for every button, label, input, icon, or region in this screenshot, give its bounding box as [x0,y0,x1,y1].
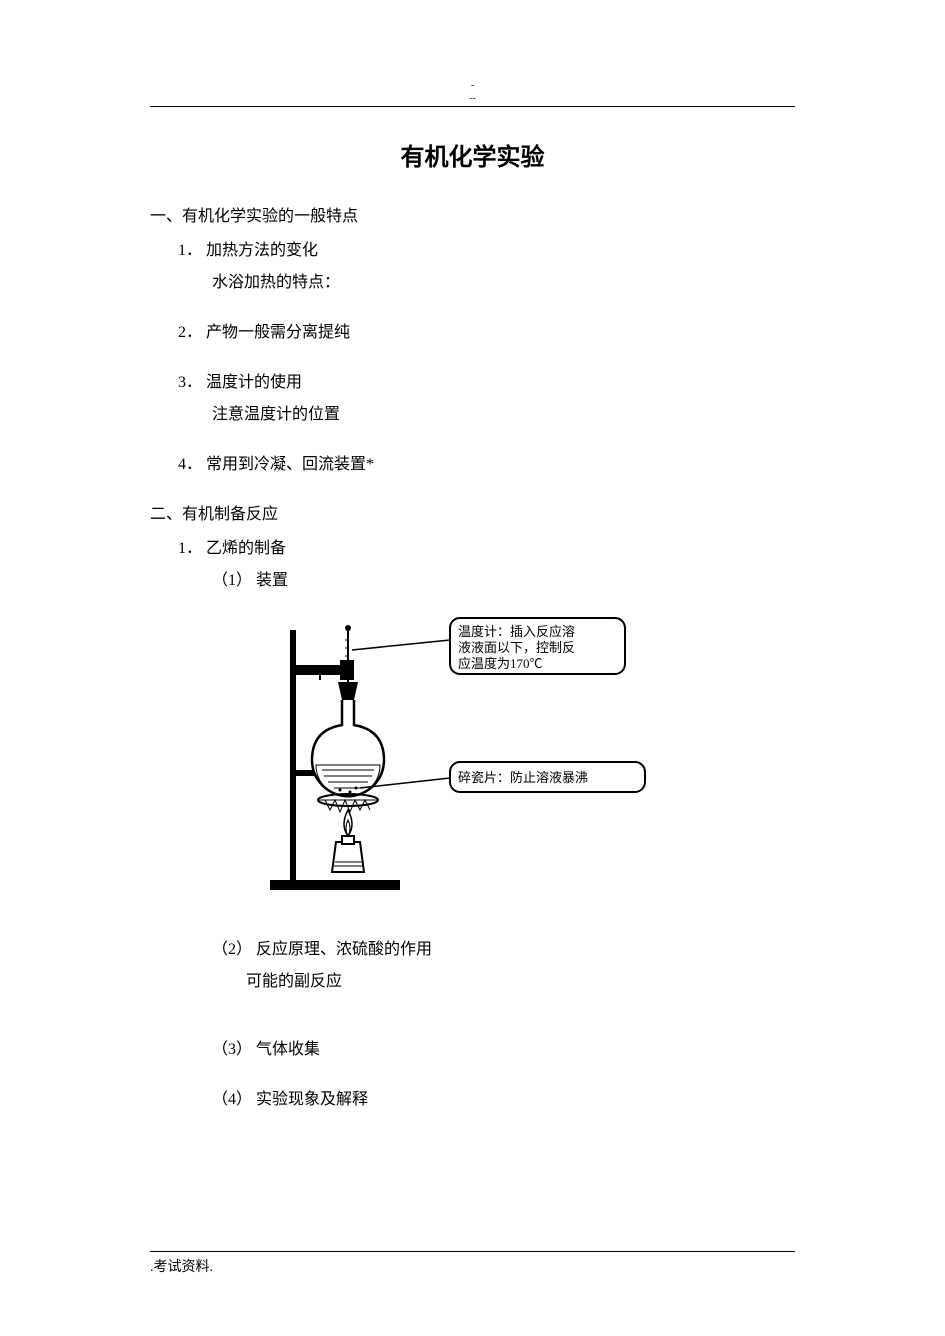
item-number: 3． [178,374,202,391]
section1-item-4: 4． 常用到冷凝、回流装置* [178,450,795,474]
spacer [150,432,795,450]
item-number: 1． [178,242,202,259]
subitem-number: （2） [212,941,252,958]
section1-item-2: 2． 产物一般需分离提纯 [178,318,795,342]
subitem-number: （4） [212,1091,252,1108]
header-mark-top: - [150,80,795,91]
ethylene-apparatus-diagram: 温度计：插入反应溶 液液面以下，控制反 应温度为170℃ 碎瓷片：防止溶液暴沸 [250,610,795,905]
subitem-number: （1） [212,572,252,589]
spacer [150,1067,795,1085]
spacer [150,350,795,368]
section2-sub-4: （4） 实验现象及解释 [212,1085,795,1109]
callout1-line3: 应温度为170℃ [458,656,543,671]
item-number: 1． [178,540,202,557]
item-label: 加热方法的变化 [206,242,318,259]
stand-pole [290,630,296,885]
page-title: 有机化学实验 [150,137,795,172]
stand-base [270,880,400,890]
item-label: 常用到冷凝、回流装置* [206,456,374,473]
section1-heading: 一、有机化学实验的一般特点 [150,202,795,226]
footer-rule [150,1251,795,1252]
spacer [150,482,795,500]
callout2-text: 碎瓷片：防止溶液暴沸 [458,770,588,785]
section1-item-1: 1． 加热方法的变化 [178,236,795,260]
header-rule [150,106,795,107]
spacer [150,1017,795,1035]
callout1-line1: 温度计：插入反应溶 [458,624,575,639]
section2-sub-2-sub: 可能的副反应 [246,967,795,991]
section2-sub-1: （1） 装置 [212,566,795,590]
item-label: 产物一般需分离提纯 [206,324,350,341]
section1-item-3-sub: 注意温度计的位置 [212,400,795,424]
footer: .考试资料. [150,1251,795,1276]
subitem-label: 气体收集 [256,1041,320,1058]
thermometer-top [345,625,351,631]
section1-item-3: 3． 温度计的使用 [178,368,795,392]
spacer [150,300,795,318]
callout1-leader [352,640,450,650]
item-label: 乙烯的制备 [206,540,286,557]
item-number: 4． [178,456,202,473]
section2-heading: 二、有机制备反应 [150,500,795,524]
section2-sub-3: （3） 气体收集 [212,1035,795,1059]
stopper [338,682,358,700]
subitem-number: （3） [212,1041,252,1058]
porcelain-chip [339,789,342,792]
section1-item-1-sub: 水浴加热的特点： [212,268,795,292]
section2-item-1: 1． 乙烯的制备 [178,534,795,558]
subitem-label: 实验现象及解释 [256,1091,368,1108]
item-number: 2． [178,324,202,341]
spacer [150,999,795,1017]
header-mark-bottom: -- [150,93,795,104]
subitem-label: 装置 [256,572,288,589]
flame-outer [344,810,352,836]
subitem-label: 反应原理、浓硫酸的作用 [256,941,432,958]
porcelain-chip [355,787,358,790]
apparatus-svg: 温度计：插入反应溶 液液面以下，控制反 应温度为170℃ 碎瓷片：防止溶液暴沸 [250,610,710,900]
flame-inner [346,820,350,836]
section2-sub-2: （2） 反应原理、浓硫酸的作用 [212,935,795,959]
callout1-line2: 液液面以下，控制反 [458,640,575,655]
item-label: 温度计的使用 [206,374,302,391]
footer-text: .考试资料. [150,1260,213,1275]
alcohol-lamp-body [332,842,364,872]
